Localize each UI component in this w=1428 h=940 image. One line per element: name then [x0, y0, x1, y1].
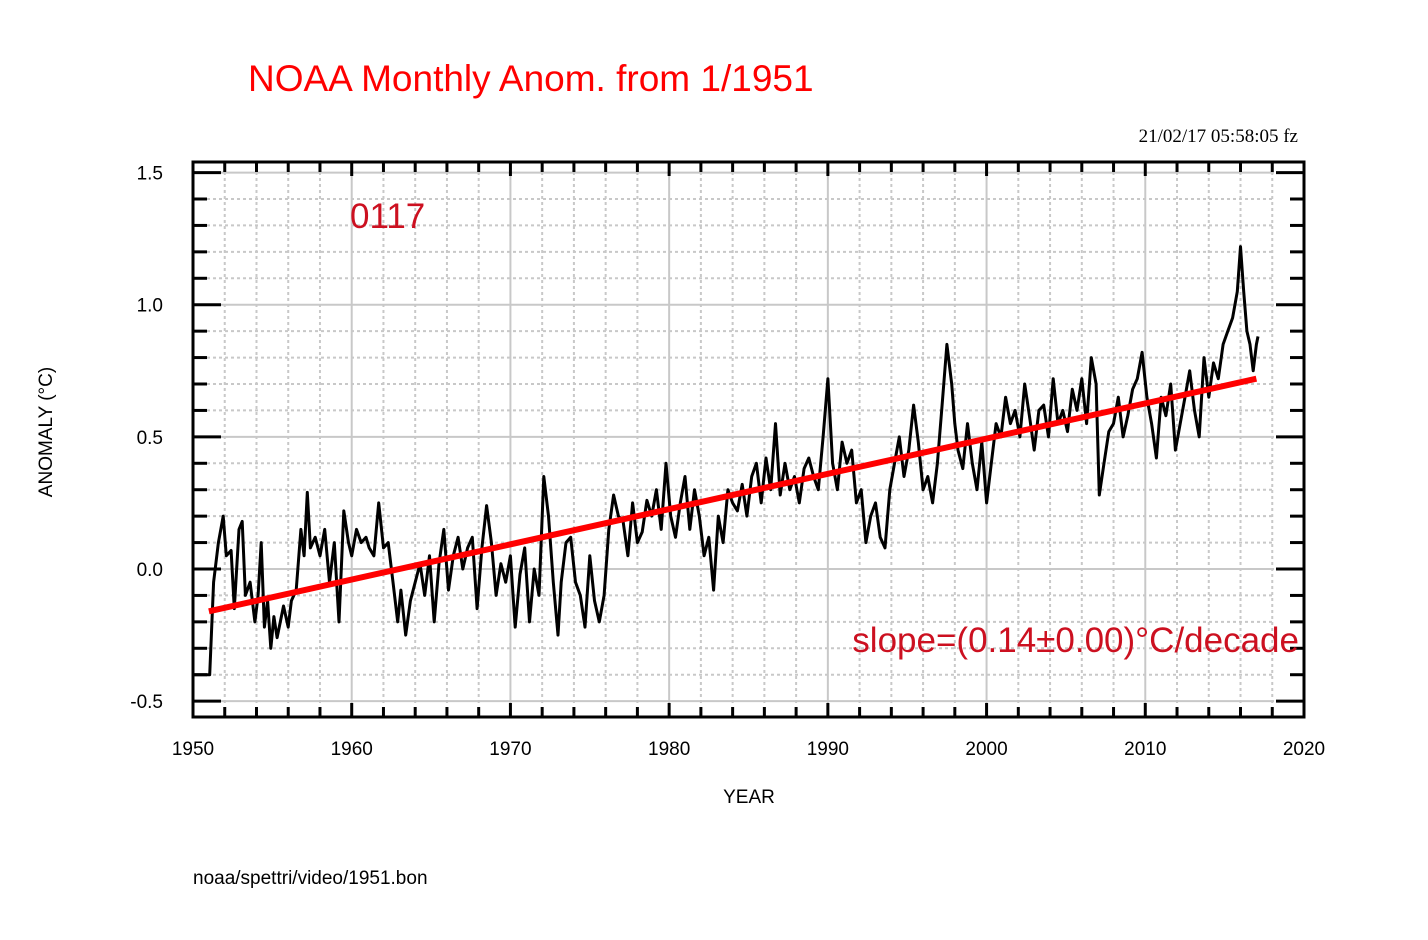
footer-path: noaa/spettri/video/1951.bon [193, 868, 428, 889]
x-tick-label: 2000 [965, 739, 1007, 760]
x-axis-label: YEAR [723, 787, 775, 808]
series-layer [193, 245, 1260, 677]
y-tick-label: 0.5 [137, 428, 163, 449]
plot-frame [191, 160, 1306, 719]
y-axis-label: ANOMALY (°C) [36, 367, 57, 497]
code-label: 0117 [350, 197, 425, 236]
x-tick-label: 1980 [648, 739, 690, 760]
y-tick-label: 1.0 [137, 296, 163, 317]
x-tick-label: 1960 [331, 739, 373, 760]
x-tick-label: 2020 [1283, 739, 1325, 760]
trend-line [208, 375, 1258, 615]
anomaly-series-line [193, 245, 1260, 677]
tick-labels: 1950 1960 1970 1980 1990 2000 2010 2020 -0.5 0.0 0… [130, 164, 1325, 760]
y-tick-label: 1.5 [137, 164, 163, 185]
x-tick-label: 2010 [1124, 739, 1166, 760]
timestamp: 21/02/17 05:58:05 fz [1139, 126, 1298, 147]
chart-title: NOAA Monthly Anom. from 1/1951 [248, 58, 814, 99]
x-tick-label: 1990 [807, 739, 849, 760]
slope-annotation: slope=(0.14±0.00)°C/decade [852, 621, 1299, 660]
x-tick-label: 1950 [172, 739, 214, 760]
y-tick-label: 0.0 [137, 560, 163, 581]
x-tick-label: 1970 [489, 739, 531, 760]
axis-ticks [191, 162, 1306, 717]
y-tick-label: -0.5 [130, 692, 163, 713]
